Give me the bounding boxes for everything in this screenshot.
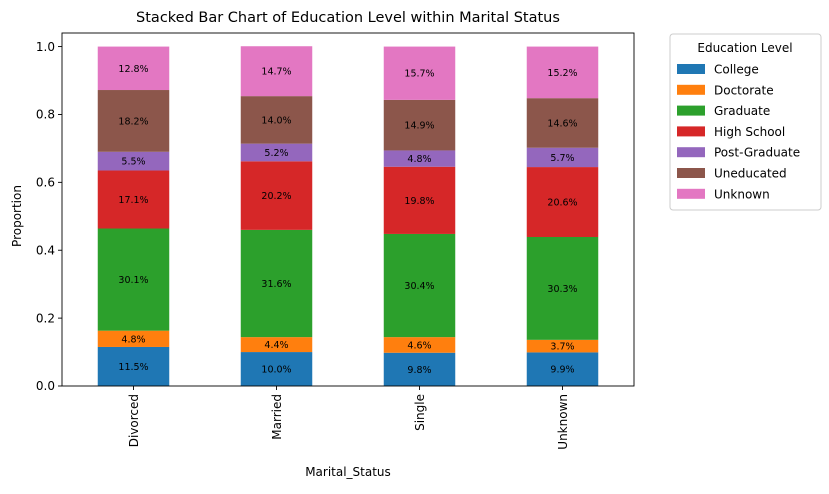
- bar-segment-married-graduate: [240, 229, 313, 338]
- bar-data-label: 14.9%: [404, 121, 434, 132]
- axes-layer: 0.0 0.2 0.4 0.6 0.8 1.0 Divorced Married Single U…: [36, 32, 635, 450]
- bar-data-label: 4.8%: [407, 154, 431, 165]
- legend-title: Education Level: [697, 41, 792, 55]
- plot-frame: [61, 32, 635, 387]
- bar-segment-unknown-unknown: [526, 46, 599, 99]
- legend-swatch-uneducated: [677, 168, 705, 178]
- bar-data-label: 31.6%: [261, 279, 291, 290]
- bar-segment-married-college: [240, 352, 313, 386]
- y-tick-label: 0.4: [36, 243, 55, 257]
- bar-data-label: 12.8%: [118, 64, 148, 75]
- legend-label: Doctorate: [714, 83, 774, 97]
- y-axis-label: Proportion: [10, 185, 24, 247]
- bar-data-label: 20.2%: [261, 191, 291, 202]
- bar-data-label: 17.1%: [118, 195, 148, 206]
- bar-segment-married-unknown: [240, 46, 313, 97]
- bar-segment-divorced-high-school: [97, 170, 170, 229]
- bar-data-label: 30.4%: [404, 281, 434, 292]
- bar-data-label: 5.5%: [121, 157, 145, 168]
- y-tick-label: 1.0: [36, 40, 55, 54]
- bar-segment-unknown-uneducated: [526, 98, 599, 148]
- legend-label: High School: [714, 125, 785, 139]
- bar-data-label: 3.7%: [550, 342, 574, 353]
- legend-swatch-unknown: [677, 188, 705, 199]
- bar-segment-unknown-college: [526, 352, 599, 386]
- y-tick-label: 0.8: [36, 108, 55, 122]
- x-tick-label: Divorced: [127, 394, 141, 447]
- bar-data-label: 15.2%: [547, 68, 577, 79]
- bar-data-label: 30.3%: [547, 284, 577, 295]
- bar-data-label: 15.7%: [404, 69, 434, 80]
- legend-label: Graduate: [714, 104, 770, 118]
- bar-segment-divorced-graduate: [97, 228, 170, 331]
- legend-label: Unknown: [714, 187, 770, 201]
- legend-swatch-doctorate: [677, 84, 705, 95]
- x-tick-label: Married: [270, 394, 284, 440]
- bar-segment-unknown-doctorate: [526, 339, 599, 353]
- bar-data-label: 30.1%: [118, 275, 148, 286]
- bar-data-label: 4.8%: [121, 334, 145, 345]
- bar-segment-divorced-college: [97, 346, 170, 386]
- bar-data-label: 4.6%: [407, 340, 431, 351]
- bar-data-label: 18.2%: [118, 116, 148, 127]
- bar-segment-unknown-high-school: [526, 167, 599, 237]
- legend: Education Level College Doctorate Graduate…: [669, 33, 822, 211]
- bar-segment-unknown-graduate: [526, 236, 599, 340]
- bar-segment-divorced-post-graduate: [97, 151, 170, 171]
- bar-segment-unknown-post-graduate: [526, 147, 599, 168]
- legend-swatch-college: [677, 64, 705, 74]
- bar-data-label: 14.0%: [261, 115, 291, 126]
- legend-swatch-post-graduate: [677, 147, 705, 158]
- bar-segment-divorced-uneducated: [97, 90, 170, 152]
- x-tick-label: Unknown: [556, 394, 570, 450]
- bar-data-label: 14.7%: [261, 67, 291, 78]
- bar-data-label: 11.5%: [118, 362, 148, 373]
- bar-segment-single-uneducated: [383, 99, 456, 151]
- bar-segment-single-post-graduate: [383, 150, 456, 167]
- bar-data-label: 20.6%: [547, 198, 577, 209]
- y-tick-label: 0.2: [36, 311, 55, 325]
- bar-segment-married-high-school: [240, 161, 313, 230]
- bar-data-label: 10.0%: [261, 365, 291, 376]
- legend-swatch-high-school: [677, 126, 705, 137]
- bar-segment-single-graduate: [383, 233, 456, 338]
- bar-segment-married-doctorate: [240, 337, 313, 353]
- chart-title: Stacked Bar Chart of Education Level wit…: [136, 10, 560, 26]
- bar-segment-married-uneducated: [240, 96, 313, 144]
- legend-label: Post-Graduate: [714, 146, 800, 160]
- x-axis-label: Marital_Status: [305, 465, 391, 479]
- bar-data-label: 5.2%: [264, 148, 288, 159]
- bar-data-label: 9.9%: [550, 365, 574, 376]
- bar-segment-single-high-school: [383, 166, 456, 234]
- legend-frame: [669, 33, 822, 211]
- bars-layer: 11.5% 4.8% 30.1% 17.1% 5.5% 18.2% 12.8% 10.0% 4.…: [97, 46, 599, 386]
- bar-data-label: 5.7%: [550, 153, 574, 164]
- y-tick-label: 0.0: [36, 379, 55, 393]
- bar-segment-single-college: [383, 352, 456, 386]
- bar-segment-divorced-unknown: [97, 46, 170, 91]
- bar-segment-single-doctorate: [383, 337, 456, 353]
- legend-items: College Doctorate Graduate High School Post-…: [677, 63, 800, 201]
- bar-data-label: 14.6%: [547, 118, 577, 129]
- bar-segment-married-post-graduate: [240, 143, 313, 162]
- y-tick-label: 0.6: [36, 176, 55, 190]
- legend-label: Uneducated: [714, 167, 787, 181]
- bar-data-label: 19.8%: [404, 196, 434, 207]
- bar-segment-divorced-doctorate: [97, 330, 170, 347]
- x-tick-label: Single: [413, 394, 427, 431]
- bar-segment-single-unknown: [383, 46, 456, 100]
- bar-data-label: 9.8%: [407, 365, 431, 376]
- legend-swatch-graduate: [677, 105, 705, 116]
- legend-label: College: [714, 63, 759, 77]
- bar-data-label: 4.4%: [264, 340, 288, 351]
